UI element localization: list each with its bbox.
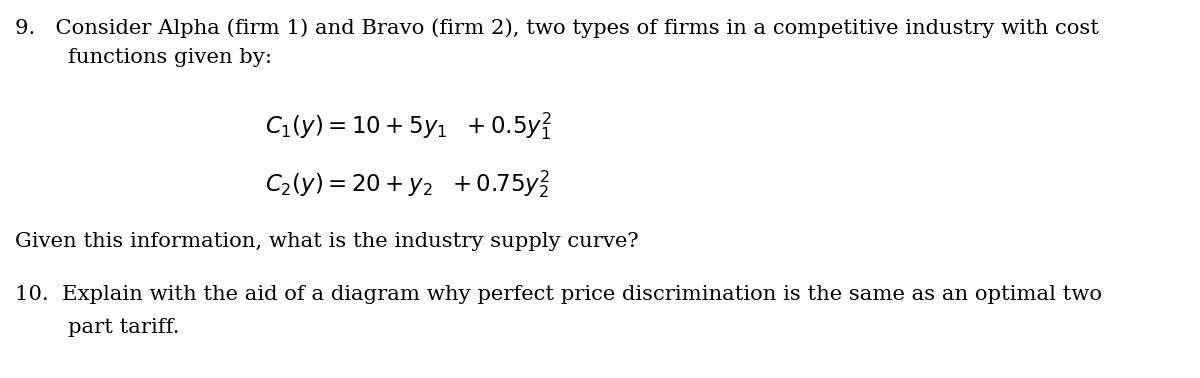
Text: $C_1(y) = 10 + 5y_1\ \ + 0.5y_1^2$: $C_1(y) = 10 + 5y_1\ \ + 0.5y_1^2$ (265, 110, 552, 142)
Text: Given this information, what is the industry supply curve?: Given this information, what is the indu… (14, 232, 638, 251)
Text: functions given by:: functions given by: (68, 48, 272, 67)
Text: part tariff.: part tariff. (68, 318, 180, 337)
Text: $C_2(y) = 20 + y_2\ \ + 0.75y_2^2$: $C_2(y) = 20 + y_2\ \ + 0.75y_2^2$ (265, 168, 550, 200)
Text: 9.   Consider Alpha (firm 1) and Bravo (firm 2), two types of firms in a competi: 9. Consider Alpha (firm 1) and Bravo (fi… (14, 18, 1099, 38)
Text: 10.  Explain with the aid of a diagram why perfect price discrimination is the s: 10. Explain with the aid of a diagram wh… (14, 285, 1102, 304)
